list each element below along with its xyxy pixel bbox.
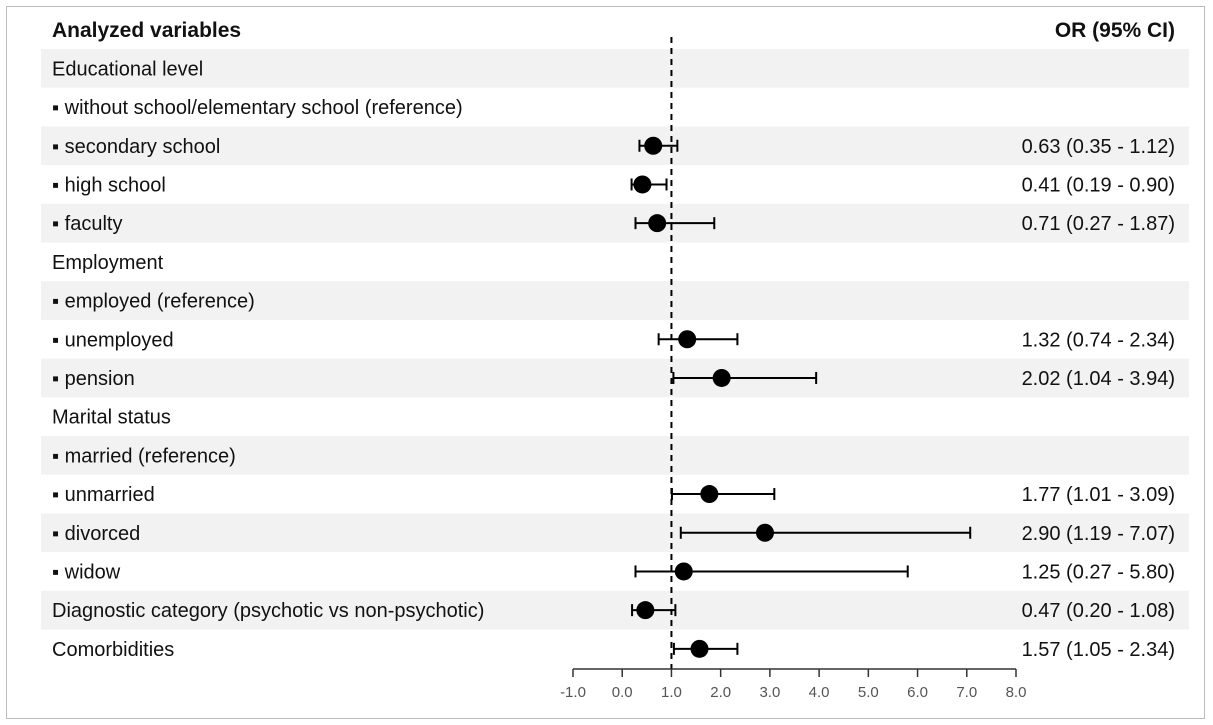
row-label: ▪ employed (reference) [52,291,255,313]
estimate-mark [672,639,739,658]
row-stripe [41,436,1189,475]
row-stripe [41,126,1189,166]
or-ci-text: 0.47 (0.20 - 1.08) [1022,600,1175,622]
estimate-mark [670,485,776,504]
estimate-mark [631,601,677,620]
row-label: ▪ unemployed [52,329,174,351]
figure-frame: Analyzed variables OR (95% CI) Education… [6,6,1205,719]
or-ci-text: 0.63 (0.35 - 1.12) [1022,136,1175,158]
or-ci-text: 1.77 (1.01 - 3.09) [1022,484,1175,506]
or-point [636,601,655,620]
row-label: ▪ unmarried [52,484,155,506]
row-label: Marital status [52,407,171,429]
estimate-mark [638,136,679,155]
or-ci-text: 0.41 (0.19 - 0.90) [1022,174,1175,196]
row-stripe [41,49,1189,88]
or-ci-text: 1.32 (0.74 - 2.34) [1022,329,1175,351]
row-label: ▪ pension [52,368,135,390]
estimate-mark [634,562,909,581]
or-point [700,485,719,504]
x-tick-label: 1.0 [661,684,682,701]
row-stripe [41,590,1189,630]
x-axis: -1.0 0.0 1.0 2.0 3.0 4.0 5.0 6.0 7.0 8.0 [560,668,1027,701]
or-point [678,330,697,349]
row-label: Educational level [52,58,203,80]
or-ci-text: 0.71 (0.27 - 1.87) [1022,213,1175,235]
row-label: ▪ widow [52,561,121,583]
or-ci-values: 0.63 (0.35 - 1.12) 0.41 (0.19 - 0.90) 0.71… [1022,136,1175,661]
estimate-mark [672,368,818,387]
row-label: ▪ faculty [52,213,122,235]
x-tick-label: -1.0 [560,684,586,701]
row-label: ▪ without school/elementary school (refe… [52,97,463,119]
row-stripe [41,281,1189,320]
header-or-ci: OR (95% CI) [1055,19,1175,42]
row-stripes [41,49,1189,630]
row-label: ▪ divorced [52,523,140,545]
or-point [674,562,693,581]
or-point [755,523,774,542]
or-point [712,368,731,387]
or-point [644,136,663,155]
or-ci-text: 1.57 (1.05 - 2.34) [1022,639,1175,661]
row-label: Comorbidities [52,639,174,661]
or-point [648,214,667,233]
x-tick-label: 7.0 [956,684,977,701]
x-tick-label: 2.0 [710,684,731,701]
row-label: ▪ married (reference) [52,445,236,467]
x-tick-label: 6.0 [907,684,928,701]
row-label: ▪ secondary school [52,136,220,158]
row-stripe [41,513,1189,553]
row-label: Employment [52,252,164,274]
estimates [630,136,972,658]
x-tick-label: 3.0 [759,684,780,701]
row-label: ▪ high school [52,174,166,196]
row-label: Diagnostic category (psychotic vs non-ps… [52,600,484,622]
or-ci-text: 1.25 (0.27 - 5.80) [1022,561,1175,583]
row-stripe [41,358,1189,398]
or-point [690,639,709,658]
x-tick-label: 5.0 [858,684,879,701]
estimate-mark [630,175,668,194]
x-tick-label: 8.0 [1006,684,1027,701]
estimate-mark [657,330,739,349]
row-stripe [41,203,1189,243]
header-analyzed-variables: Analyzed variables [52,19,241,42]
estimate-mark [634,214,716,233]
row-labels: Educational level ▪ without school/elemen… [52,58,484,661]
or-ci-text: 2.02 (1.04 - 3.94) [1022,368,1175,390]
or-point [633,175,652,194]
forest-plot: Analyzed variables OR (95% CI) Education… [41,19,1189,701]
x-tick-label: 4.0 [809,684,830,701]
or-ci-text: 2.90 (1.19 - 7.07) [1022,523,1175,545]
x-tick-label: 0.0 [612,684,633,701]
estimate-mark [679,523,972,542]
